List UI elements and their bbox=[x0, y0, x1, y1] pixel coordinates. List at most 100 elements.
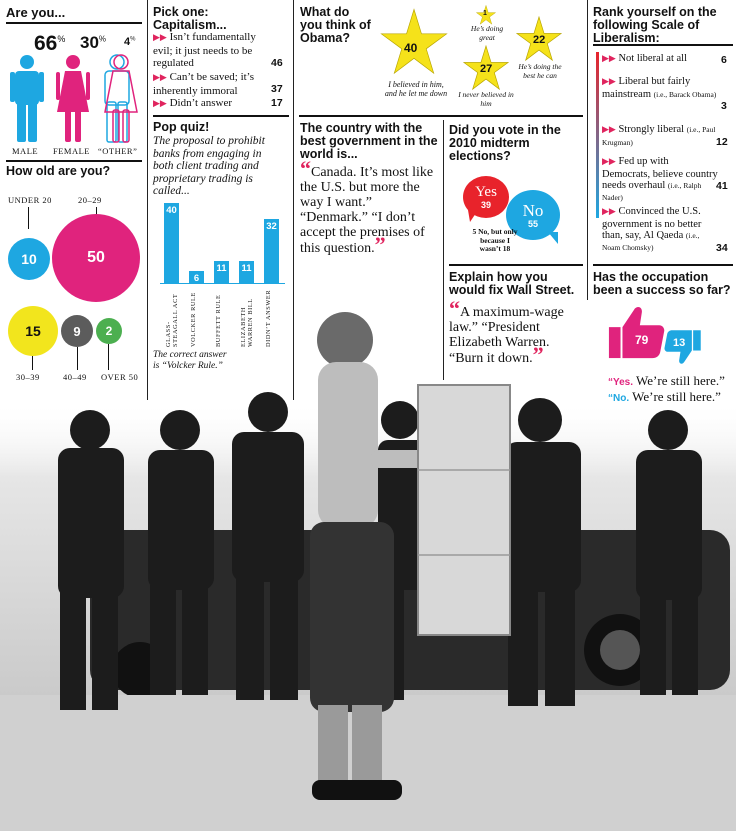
age-label-30-39: 30–39 bbox=[16, 372, 40, 382]
arrow-icon: ▶▶ bbox=[602, 207, 616, 217]
quiz-bar bbox=[239, 261, 254, 283]
divider bbox=[449, 264, 583, 266]
arrow-icon: ▶▶ bbox=[602, 77, 616, 87]
bestgov-quote: “Canada. It’s most like the U.S. but mor… bbox=[300, 156, 434, 257]
quiz-bar bbox=[214, 261, 229, 283]
occupation-yes-quote: “Yes. We’re still here.” bbox=[608, 373, 725, 389]
liberalism-value: 6 bbox=[721, 54, 727, 66]
occupation-title: Has the occupation been a success so far… bbox=[593, 270, 731, 297]
quiz-bar-value: 11 bbox=[216, 263, 227, 274]
liberalism-item: ▶▶ Convinced the U.S. government is no b… bbox=[602, 206, 702, 252]
column-rule bbox=[293, 0, 294, 400]
arrow-icon: ▶▶ bbox=[602, 125, 616, 135]
star-value: 40 bbox=[404, 41, 418, 55]
chart-baseline bbox=[160, 283, 285, 284]
male-pct: 66% bbox=[34, 32, 66, 55]
capitalism-value: 17 bbox=[271, 97, 283, 109]
arrow-icon: ▶▶ bbox=[602, 157, 616, 167]
divider bbox=[153, 115, 289, 117]
female-figure-icon bbox=[56, 55, 90, 142]
star-icon bbox=[380, 8, 448, 75]
capitalism-value: 46 bbox=[271, 57, 283, 69]
quiz-bar bbox=[264, 219, 279, 283]
divider bbox=[6, 160, 142, 162]
arrow-icon: ▶▶ bbox=[153, 33, 167, 43]
male-figure-icon bbox=[10, 55, 44, 142]
female-label: FEMALE bbox=[53, 146, 90, 156]
quiz-bar-value: 40 bbox=[166, 205, 177, 216]
age-title: How old are you? bbox=[6, 164, 111, 178]
protest-photo bbox=[0, 312, 736, 831]
age-bubble-20-29: 50 bbox=[52, 214, 140, 302]
star-caption: He’s doing the best he can bbox=[518, 62, 562, 80]
age-bubble-40-49: 9 bbox=[61, 315, 93, 347]
arrow-icon: ▶▶ bbox=[602, 54, 616, 64]
capitalism-option: ▶▶ Didn’t answer bbox=[153, 97, 233, 109]
liberalism-item: ▶▶ Liberal but fairly mainstream (i.e., … bbox=[602, 76, 717, 100]
no-bubble: No 55 bbox=[506, 190, 560, 240]
star-icon bbox=[516, 16, 562, 62]
popquiz-footnote: The correct answer is “Volcker Rule.” bbox=[153, 350, 227, 371]
leader-line bbox=[77, 347, 78, 370]
liberalism-value: 12 bbox=[716, 136, 728, 148]
male-label: MALE bbox=[12, 146, 39, 156]
thumbs-down-icon bbox=[664, 330, 701, 364]
star-value: 1 bbox=[483, 10, 487, 17]
liberalism-item: ▶▶ Not liberal at all bbox=[602, 53, 687, 64]
midterm-note: 5 No, but only because I wasn’t 18 bbox=[472, 227, 518, 253]
divider bbox=[593, 44, 733, 46]
age-bubble-30-39: 15 bbox=[8, 306, 58, 356]
quiz-bar-value: 32 bbox=[266, 221, 277, 232]
quiz-bar bbox=[164, 203, 179, 283]
liberalism-item: ▶▶ Strongly liberal (i.e., Paul Krugman) bbox=[602, 124, 716, 147]
thumbs-up-value: 79 bbox=[635, 333, 649, 347]
arrow-icon: ▶▶ bbox=[153, 73, 167, 83]
wallstreet-quote: “A maximum-wage law.” “President Elizabe… bbox=[449, 296, 564, 367]
liberalism-scale-bar bbox=[596, 52, 599, 218]
leader-line bbox=[108, 344, 109, 370]
liberalism-value: 34 bbox=[716, 242, 728, 254]
divider bbox=[593, 264, 733, 266]
leader-line bbox=[96, 207, 97, 215]
divider bbox=[299, 115, 583, 117]
thumbs-down-value: 13 bbox=[673, 337, 686, 349]
age-label-20-29: 20–29 bbox=[78, 195, 102, 205]
quote-open-icon: “ bbox=[300, 156, 311, 181]
star-value: 22 bbox=[533, 34, 546, 46]
quiz-bar bbox=[189, 271, 204, 283]
arrow-icon: ▶▶ bbox=[153, 99, 167, 109]
capitalism-option: ▶▶ Isn’t fundamentally evil; it just nee… bbox=[153, 31, 256, 69]
star-caption: He’s doing great bbox=[470, 24, 504, 42]
column-rule bbox=[443, 120, 444, 380]
wallstreet-title: Explain how you would fix Wall Street. bbox=[449, 270, 575, 297]
other-figure-icon bbox=[104, 54, 138, 143]
star-icon bbox=[463, 45, 509, 91]
leader-line bbox=[28, 207, 29, 229]
divider bbox=[6, 22, 142, 24]
age-bubble-under20: 10 bbox=[8, 238, 50, 280]
star-icon bbox=[476, 5, 496, 25]
other-label: “OTHER” bbox=[98, 146, 138, 156]
female-pct: 30% bbox=[80, 33, 107, 52]
liberalism-value: 41 bbox=[716, 180, 728, 192]
star-caption: I never believed in him bbox=[458, 90, 514, 108]
liberalism-value: 3 bbox=[721, 100, 727, 112]
age-label-over50: OVER 50 bbox=[101, 372, 139, 382]
age-bubble-over50: 2 bbox=[96, 318, 122, 344]
capitalism-title: Pick one: Capitalism... bbox=[153, 5, 227, 32]
speech-tail-icon bbox=[548, 232, 558, 244]
quote-open-icon: “ bbox=[449, 296, 460, 321]
quote-close-icon: ” bbox=[532, 342, 544, 367]
column-rule bbox=[147, 0, 148, 400]
age-label-under20: UNDER 20 bbox=[8, 195, 52, 205]
liberalism-item: ▶▶ Fed up with Democrats, believe countr… bbox=[602, 156, 718, 202]
capitalism-option: ▶▶ Can’t be saved; it’s inherently immor… bbox=[153, 71, 255, 97]
star-caption: I believed in him, and he let me down bbox=[384, 80, 448, 98]
obama-title: What do you think of Obama? bbox=[300, 5, 371, 45]
quote-close-icon: ” bbox=[374, 232, 386, 257]
liberalism-title: Rank yourself on the following Scale of … bbox=[593, 5, 717, 45]
quiz-bar-value: 6 bbox=[193, 273, 200, 284]
popquiz-title: Pop quiz! bbox=[153, 120, 210, 134]
popquiz-question: The proposal to prohibit banks from enga… bbox=[153, 135, 265, 197]
capitalism-value: 37 bbox=[271, 83, 283, 95]
